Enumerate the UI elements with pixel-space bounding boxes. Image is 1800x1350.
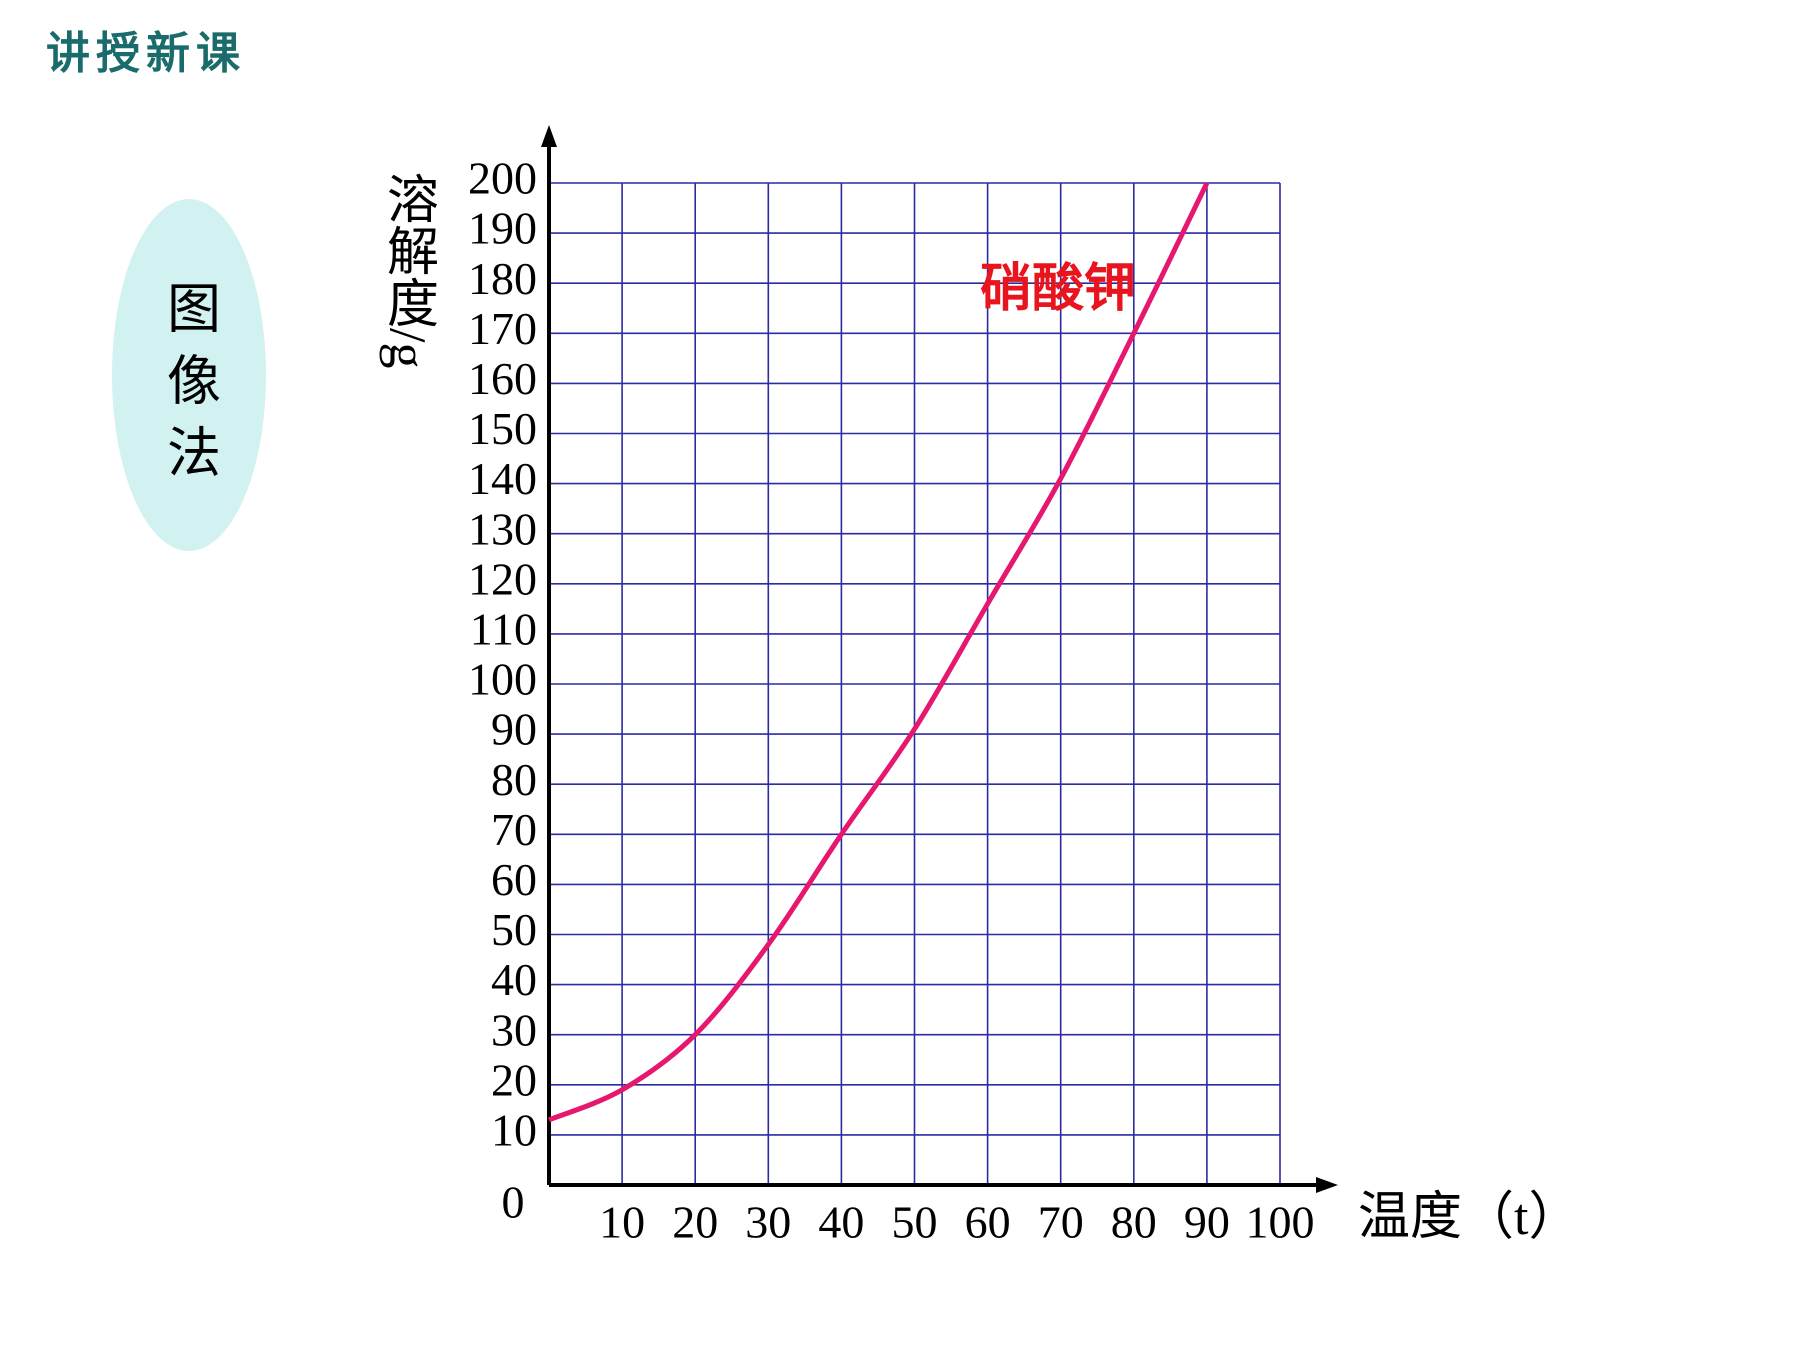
x-tick-label: 100	[1246, 1197, 1315, 1248]
series-label: 硝酸钾	[980, 259, 1136, 319]
origin-label: 0	[502, 1177, 525, 1228]
y-tick-label: 200	[468, 153, 537, 204]
y-tick-label: 190	[468, 203, 537, 254]
y-tick-label: 70	[491, 804, 537, 855]
y-tick-label: 150	[468, 403, 537, 454]
x-tick-label: 50	[892, 1197, 938, 1248]
y-tick-label: 40	[491, 954, 537, 1005]
sidebar-badge	[112, 199, 266, 551]
x-tick-label: 70	[1038, 1197, 1084, 1248]
x-tick-label: 90	[1184, 1197, 1230, 1248]
x-tick-label: 20	[672, 1197, 718, 1248]
y-axis-arrow	[541, 125, 557, 147]
y-tick-label: 120	[468, 553, 537, 604]
curve	[548, 181, 1210, 1123]
y-tick-label: 140	[468, 453, 537, 504]
plot: 1020304050607080901001101201301401501601…	[468, 125, 1338, 1248]
y-tick-label: 110	[470, 603, 537, 654]
x-tick-label: 10	[599, 1197, 645, 1248]
y-tick-label: 50	[491, 904, 537, 955]
x-tick-label: 60	[965, 1197, 1011, 1248]
y-tick-label: 80	[491, 754, 537, 805]
y-axis-label: 溶解度/g	[379, 172, 438, 368]
x-tick-label: 30	[745, 1197, 791, 1248]
header-title: 讲授新课	[46, 28, 246, 79]
y-tick-label: 160	[468, 353, 537, 404]
y-tick-label: 100	[468, 654, 537, 705]
x-tick-label: 40	[818, 1197, 864, 1248]
y-tick-label: 170	[468, 303, 537, 354]
y-tick-label: 90	[491, 704, 537, 755]
y-tick-label: 180	[468, 253, 537, 304]
y-tick-label: 60	[491, 854, 537, 905]
y-tick-label: 20	[491, 1054, 537, 1105]
y-tick-label: 30	[491, 1004, 537, 1055]
y-tick-label: 130	[468, 503, 537, 554]
y-tick-label: 10	[491, 1104, 537, 1155]
sidebar-label: 图像法	[158, 280, 221, 496]
x-tick-label: 80	[1111, 1197, 1157, 1248]
x-axis-arrow	[1316, 1177, 1338, 1193]
x-axis-label: 温度（t）	[1358, 1189, 1580, 1246]
